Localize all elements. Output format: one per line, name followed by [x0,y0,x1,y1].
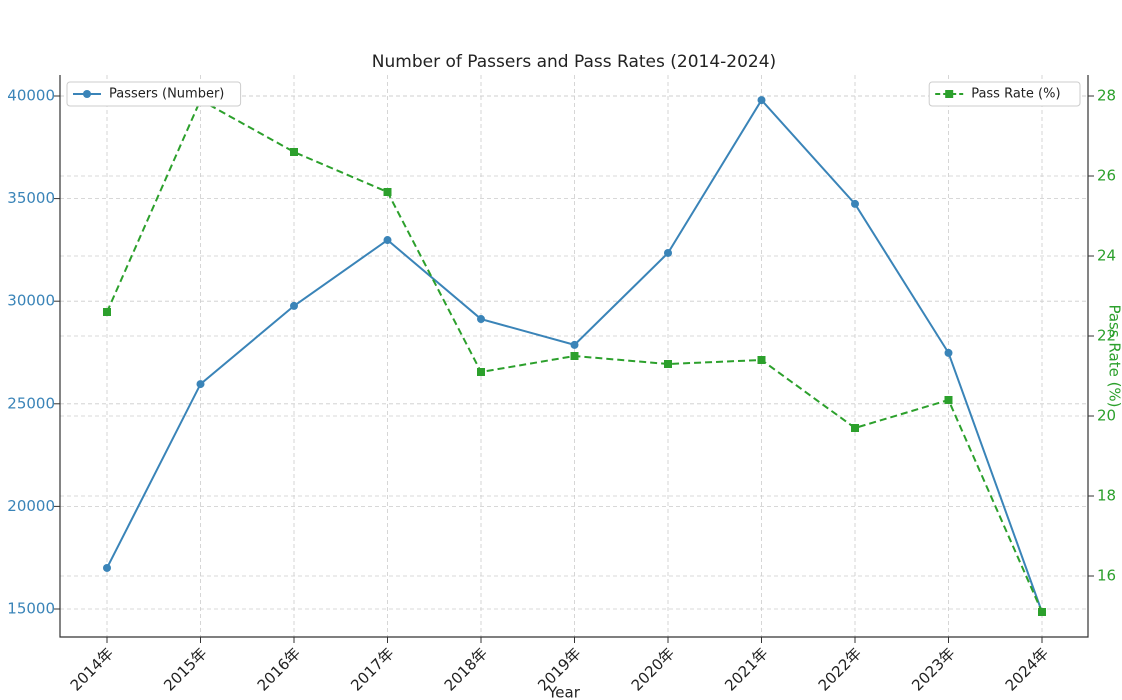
point-marker [664,360,672,368]
y2-tick-label: 26 [1097,167,1116,185]
y-tick-label: 20000 [7,497,55,515]
point-marker [383,188,392,196]
legend-box [66,81,242,107]
chart-title: Number of Passers and Pass Rates (2014-2… [372,52,776,72]
y-tick-label: 15000 [7,599,55,617]
y2-tick-label: 16 [1097,567,1116,585]
legend-marker [83,90,91,98]
point-marker [290,148,298,156]
y2-tick-label: 28 [1097,87,1116,105]
point-marker [944,396,953,404]
legend-marker [945,90,954,98]
y2-tick-label: 18 [1097,487,1116,505]
point-marker [757,356,766,364]
point-marker [383,236,392,245]
point-marker [570,340,579,349]
point-marker [1038,608,1046,616]
point-marker [570,352,579,360]
y2-tick-label: 20 [1097,407,1116,425]
y-tick-label: 40000 [7,86,55,104]
legend: Passers (Number) [66,81,242,107]
point-marker [103,563,111,572]
x-axis-label: Year [547,684,581,700]
axes-frame [59,75,1089,638]
y2-tick-label: 22 [1097,327,1116,345]
point-marker [477,368,485,376]
y-tick-label: 25000 [7,394,55,412]
y2-tick-label: 24 [1097,247,1116,265]
y-tick-label: 30000 [7,292,55,310]
point-marker [196,380,205,389]
legend-label: Pass Rate (%) [971,87,1060,102]
point-marker [664,248,672,257]
point-marker [290,301,298,310]
legend-label: Passers (Number) [109,87,224,102]
point-marker [851,424,859,432]
point-marker [851,199,859,208]
point-marker [477,315,485,324]
point-marker [944,348,953,357]
point-marker [757,96,766,105]
y2-axis-label: Pass Rate (%) [1106,304,1122,407]
legend-box [928,81,1081,107]
legend: Pass Rate (%) [928,81,1081,107]
y-tick-label: 35000 [7,189,55,207]
point-marker [103,308,111,316]
